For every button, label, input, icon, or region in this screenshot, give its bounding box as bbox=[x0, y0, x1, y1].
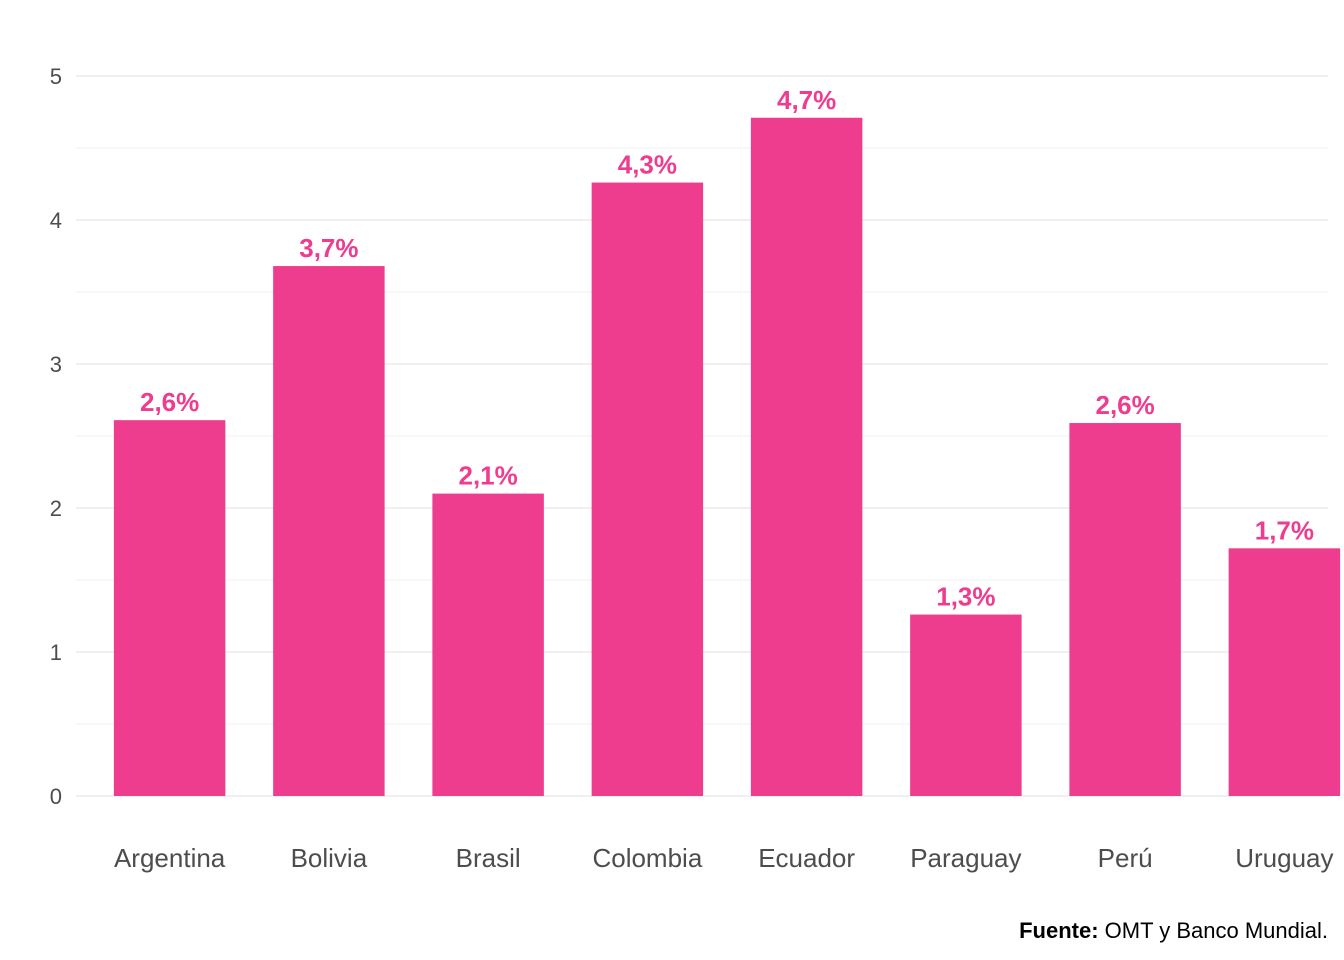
data-label: 2,6% bbox=[1095, 390, 1154, 420]
x-tick-label: Paraguay bbox=[910, 843, 1021, 873]
y-axis-ticks: 0 1 2 3 4 5 bbox=[50, 64, 62, 809]
x-axis-ticks: Argentina Bolivia Brasil Colombia Ecuador Par… bbox=[114, 843, 1334, 873]
x-tick-label: Argentina bbox=[114, 843, 226, 873]
data-labels: 2,6% 3,7% 2,1% 4,3% 4,7% 1,3% 2,6% 1,7% bbox=[140, 85, 1314, 612]
bar-uruguay bbox=[1228, 548, 1341, 796]
x-tick-label: Ecuador bbox=[758, 843, 855, 873]
bar-colombia bbox=[591, 182, 704, 796]
y-tick-label: 2 bbox=[50, 496, 62, 521]
bar-brasil bbox=[432, 493, 544, 796]
x-tick-label: Brasil bbox=[456, 843, 521, 873]
y-tick-label: 5 bbox=[50, 64, 62, 89]
data-label: 1,3% bbox=[936, 582, 995, 612]
x-tick-label: Uruguay bbox=[1235, 843, 1333, 873]
data-label: 4,7% bbox=[777, 85, 836, 115]
y-tick-label: 0 bbox=[50, 784, 62, 809]
bar-paraguay bbox=[910, 614, 1022, 796]
data-label: 3,7% bbox=[299, 233, 358, 263]
data-label: 2,6% bbox=[140, 387, 199, 417]
bar-ecuador bbox=[750, 117, 863, 796]
y-tick-label: 1 bbox=[50, 640, 62, 665]
x-tick-label: Bolivia bbox=[291, 843, 368, 873]
x-tick-label: Colombia bbox=[592, 843, 702, 873]
source-text: OMT y Banco Mundial. bbox=[1098, 918, 1328, 943]
data-label: 4,3% bbox=[618, 150, 677, 180]
x-tick-label: Perú bbox=[1098, 843, 1153, 873]
data-label: 1,7% bbox=[1255, 515, 1314, 545]
bar-argentina bbox=[113, 420, 226, 796]
y-tick-label: 4 bbox=[50, 208, 62, 233]
bars bbox=[113, 117, 1341, 797]
bar-perú bbox=[1069, 423, 1181, 796]
data-label: 2,1% bbox=[458, 461, 517, 491]
y-tick-label: 3 bbox=[50, 352, 62, 377]
bar-bolivia bbox=[273, 266, 385, 797]
source-prefix: Fuente: bbox=[1019, 918, 1099, 943]
source-note: Fuente: OMT y Banco Mundial. bbox=[1019, 918, 1328, 944]
